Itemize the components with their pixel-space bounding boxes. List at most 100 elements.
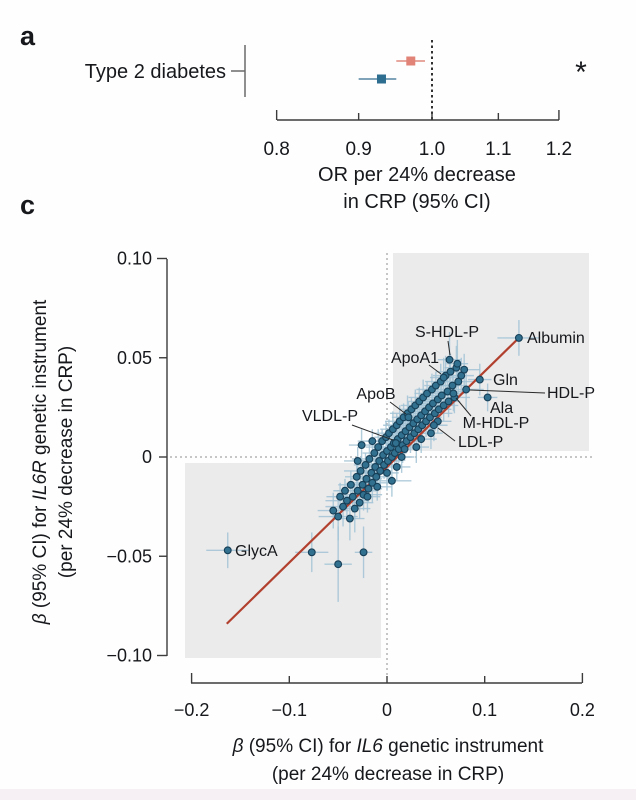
a-x-tick-label: 1.0 (419, 139, 445, 160)
annotation-label-albumin: Albumin (527, 330, 585, 347)
annotation-label-s-hdl-p: S-HDL-P (415, 324, 479, 341)
scatter-point-vldl-p (391, 439, 400, 448)
scatter-point (359, 548, 368, 557)
scatter-point (348, 492, 357, 501)
scatter-point (353, 486, 362, 495)
scatter-point (358, 480, 367, 489)
annotation-label-gln: Gln (493, 372, 518, 389)
panel-c-xlabel-line1: β (95% CI) for IL6 genetic instrument (232, 736, 545, 757)
scatter-point-albumin (514, 333, 523, 342)
a-x-tick-label: 1.2 (546, 139, 572, 160)
scatter-point (383, 468, 391, 477)
bottom-page-strip (0, 789, 636, 800)
scatter-point (346, 480, 355, 489)
panel-a-letter: a (20, 21, 36, 51)
scatter-point (341, 486, 349, 495)
annotation-label-ala: Ala (490, 400, 513, 417)
scatter-point (307, 548, 316, 557)
scatter-point (446, 367, 455, 376)
scatter-point (387, 476, 396, 485)
x-tick-label: −0.2 (174, 700, 210, 720)
scatter-point (364, 484, 373, 493)
shaded-quadrant-bottom-left (185, 463, 381, 658)
scatter-point (342, 496, 351, 505)
scatter-point (417, 435, 426, 444)
scatter-point (372, 472, 381, 481)
leader-line-vldl-p (351, 424, 394, 441)
annotation-label-apob: ApoB (356, 386, 395, 403)
a-x-tick-label: 0.8 (263, 139, 289, 160)
significance-asterisk: * (575, 56, 587, 89)
scatter-point (355, 498, 364, 507)
panel-a-xlabel-line1: OR per 24% decrease (318, 164, 516, 186)
scatter-point (345, 514, 354, 523)
scatter-point (350, 504, 359, 513)
scatter-point (361, 460, 370, 469)
scatter-point (427, 429, 435, 438)
leader-line-apob (389, 401, 407, 415)
scatter-point (448, 381, 457, 390)
trait-label: Type 2 diabetes (85, 61, 226, 83)
scatter-point (365, 455, 374, 463)
annotation-label-glyca: GlycA (235, 543, 278, 560)
panel-c-letter: c (20, 190, 35, 220)
scatter-point (376, 466, 385, 475)
x-tick-label: 0.2 (570, 700, 595, 720)
scatter-point (373, 482, 382, 491)
scatter-point-hdl-p (462, 385, 471, 394)
scatter-point (362, 474, 371, 483)
y-tick-label: 0 (142, 447, 152, 467)
leader-line-ldl-p (437, 427, 456, 442)
x-tick-label: 0 (382, 700, 392, 720)
leader-line-apoa1 (428, 364, 442, 375)
y-tick-label: 0.10 (117, 249, 152, 269)
scatter-point (397, 453, 406, 461)
scatter-point-ala (483, 393, 492, 402)
annotation-label-m-hdl-p: M-HDL-P (463, 415, 530, 432)
scatter-point (368, 437, 377, 446)
or-point-blue-estimate (376, 74, 386, 84)
scatter-point-s-hdl-p (445, 355, 454, 364)
panel-a-xlabel-line2: in CRP (95% CI) (343, 191, 490, 213)
leader-line-hdl-p (469, 389, 546, 394)
scatter-point (334, 512, 343, 521)
scatter-point (444, 397, 453, 406)
scatter-point (336, 492, 345, 501)
a-x-tick-label: 1.1 (485, 139, 511, 160)
annotation-label-vldl-p: VLDL-P (302, 408, 358, 425)
annotation-label-ldl-p: LDL-P (458, 434, 503, 451)
scatter-point-apoa1 (439, 373, 448, 382)
scatter-point (374, 443, 383, 452)
panel-c-xlabel-line2: (per 24% decrease in CRP) (272, 764, 504, 785)
y-tick-label: 0.05 (117, 348, 152, 368)
scatter-point (437, 391, 446, 400)
scatter-point (352, 472, 361, 481)
y-tick-label: −0.10 (106, 646, 152, 666)
panel-c-ylabel-line2: (per 24% decrease in CRP) (56, 346, 77, 578)
scatter-point (412, 443, 421, 452)
scatter-point-ldl-p (429, 421, 438, 430)
annotation-label-apoa1: ApoA1 (391, 350, 439, 367)
scatter-point-apob (404, 413, 413, 422)
scatter-point (363, 492, 372, 501)
scatter-point (453, 359, 462, 368)
leader-line-m-hdl-p (455, 397, 472, 417)
scatter-point (370, 449, 379, 457)
y-tick-label: −0.05 (106, 546, 152, 566)
scatter-point (329, 506, 338, 515)
scatter-point (400, 445, 409, 454)
scatter-point (339, 502, 347, 511)
scatter-point-glyca (223, 546, 232, 555)
scatter-point (353, 457, 362, 465)
panel-c-ylabel-line1: β (95% CI) for IL6R genetic instrument (30, 299, 51, 625)
scatter-point (392, 462, 401, 471)
scatter-point (356, 466, 365, 475)
scatter-point (334, 560, 343, 569)
a-x-tick-label: 0.9 (345, 139, 371, 160)
or-point-salmon-estimate (406, 56, 416, 66)
x-tick-label: 0.1 (472, 700, 497, 720)
leader-line-s-hdl-p (447, 340, 451, 356)
scatter-point-m-hdl-p (449, 389, 458, 398)
scatter-point-gln (475, 375, 484, 384)
